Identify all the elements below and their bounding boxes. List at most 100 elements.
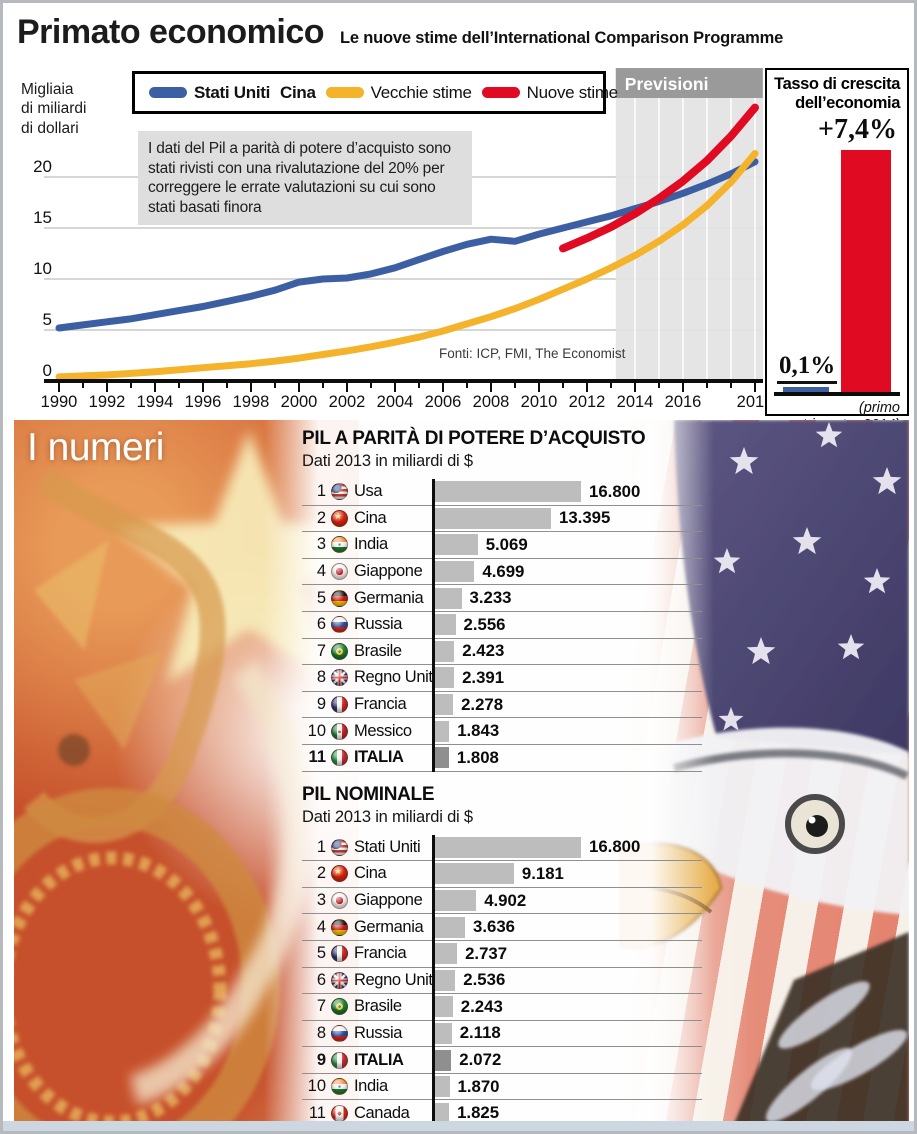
rank-number: 9	[316, 695, 326, 714]
ranking-row: 3 India 5.069	[302, 532, 702, 559]
country-name: Stati Uniti	[354, 837, 421, 856]
bar-axis-line	[432, 834, 435, 1124]
rank-number: 2	[316, 864, 326, 883]
regno-unito-flag-icon	[331, 971, 348, 989]
francia-flag-icon	[331, 945, 348, 963]
ppp-table-subtitle: Dati 2013 in miliardi di $	[302, 452, 473, 470]
legend-item: Nuove stime	[481, 82, 618, 103]
country-name: ITALIA	[354, 748, 404, 767]
svg-text:1992: 1992	[89, 393, 126, 411]
rank-number: 8	[316, 1023, 326, 1042]
value-label: 3.233	[469, 588, 512, 608]
value-label: 4.699	[482, 561, 525, 581]
value-label: 4.902	[484, 890, 527, 910]
value-bar	[433, 614, 456, 636]
ranking-row: 11 Canada 1.825	[302, 1100, 702, 1124]
ranking-row: 2 Cina 9.181	[302, 861, 702, 888]
numbers-section: I numeri PIL A PARITÀ DI POTERE D’ACQUIS…	[14, 420, 909, 1124]
ranking-row: 10 India 1.870	[302, 1074, 702, 1101]
ranking-row: 8 Regno Unito 2.391	[302, 665, 702, 692]
francia-flag-icon	[331, 696, 348, 714]
country-name: Regno Unito	[354, 970, 442, 989]
russia-flag-icon	[331, 616, 348, 634]
ranking-row: 4 Germania 3.636	[302, 914, 702, 941]
svg-text:2004: 2004	[377, 393, 414, 411]
country-name: Giappone	[354, 562, 423, 581]
legend-label: Nuove stime	[526, 82, 618, 102]
country-name: Cina	[354, 864, 387, 883]
value-label: 2.737	[465, 943, 508, 963]
rank-number: 3	[316, 535, 326, 554]
nominal-table-title: PIL NOMINALE	[302, 783, 435, 805]
value-label: 1.808	[456, 747, 499, 767]
ranking-row: 7 Brasile 2.423	[302, 639, 702, 666]
growth-bar-Stati Uniti	[783, 387, 829, 392]
rank-number: 10	[307, 1077, 326, 1096]
svg-text:2019: 2019	[737, 393, 765, 411]
svg-text:20: 20	[33, 157, 52, 176]
value-bar	[433, 1102, 450, 1124]
legend-swatch	[149, 87, 187, 98]
svg-text:15: 15	[33, 208, 52, 227]
numbers-section-title: I numeri	[27, 426, 164, 469]
rank-number: 5	[316, 944, 326, 963]
rank-number: 7	[316, 997, 326, 1016]
svg-text:1994: 1994	[137, 393, 174, 411]
country-name: Germania	[354, 588, 424, 607]
svg-text:Previsioni: Previsioni	[625, 74, 709, 94]
ranking-row: 1 Stati Uniti 16.800	[302, 835, 702, 862]
svg-text:2012: 2012	[569, 393, 606, 411]
brasile-flag-icon	[331, 998, 348, 1016]
country-name: Canada	[354, 1103, 410, 1122]
ranking-tables: PIL A PARITÀ DI POTERE D’ACQUISTO Dati 2…	[302, 428, 702, 1124]
value-label: 1.843	[457, 721, 500, 741]
svg-text:1998: 1998	[233, 393, 270, 411]
value-label: 16.800	[589, 481, 641, 501]
russia-flag-icon	[331, 1024, 348, 1042]
china-growth-value: +7,4%	[818, 114, 897, 145]
country-name: Russia	[354, 615, 403, 634]
svg-text:0: 0	[43, 361, 52, 380]
legend-item: Stati Uniti	[149, 83, 270, 103]
country-name: Brasile	[354, 641, 402, 660]
value-bar	[433, 969, 456, 991]
gdp-line-chart: Previsioni 1990 1992 1994 1996 1998 2000 2002 20…	[14, 66, 773, 418]
growth-bar-Cina	[841, 150, 891, 392]
value-label: 5.069	[485, 534, 528, 554]
nominal-ranking-table: 1 Stati Uniti 16.800 2 Cina 9.181 3 Giappone 4.9…	[302, 834, 702, 1124]
svg-text:2008: 2008	[473, 393, 510, 411]
value-label: 1.825	[457, 1103, 500, 1123]
legend-label: Stati Uniti	[194, 82, 271, 102]
value-bar	[433, 640, 455, 662]
svg-text:1996: 1996	[185, 393, 222, 411]
value-label: 13.395	[559, 508, 611, 528]
rank-number: 7	[316, 641, 326, 660]
rank-number: 6	[316, 970, 326, 989]
regno-unito-flag-icon	[331, 669, 348, 687]
usa-flag-icon	[331, 483, 348, 501]
country-name: Cina	[354, 508, 387, 527]
header: Primato economico Le nuove stime dell’In…	[17, 13, 783, 52]
value-bar	[433, 694, 454, 716]
value-bar	[433, 996, 453, 1018]
country-name: Usa	[354, 482, 383, 501]
germania-flag-icon	[331, 918, 348, 936]
chart-annotation: I dati del Pil a parità di potere d’acqu…	[138, 131, 472, 226]
country-name: Messico	[354, 721, 412, 740]
y-axis-unit-label: Migliaia di miliardi di dollari	[21, 81, 87, 137]
ranking-row: 5 Germania 3.233	[302, 585, 702, 612]
legend-label: Vecchie stime	[370, 82, 472, 102]
country-name: Francia	[354, 695, 407, 714]
cina-flag-icon	[331, 865, 348, 883]
chart-legend: Stati Uniti Cina Vecchie stime Nuove stime	[132, 71, 618, 114]
rank-number: 2	[316, 508, 326, 527]
value-label: 2.536	[463, 970, 506, 990]
country-name: ITALIA	[354, 1050, 404, 1069]
growth-rate-panel: Tasso di crescita dell’economia +7,4% 0,…	[765, 68, 909, 433]
usa-growth-value: 0,1%	[777, 352, 838, 384]
bar-axis-line	[432, 479, 435, 772]
value-label: 2.243	[460, 996, 503, 1016]
nominal-table-subtitle: Dati 2013 in miliardi di $	[302, 807, 473, 826]
country-name: Brasile	[354, 997, 402, 1016]
rank-number: 1	[316, 837, 326, 856]
